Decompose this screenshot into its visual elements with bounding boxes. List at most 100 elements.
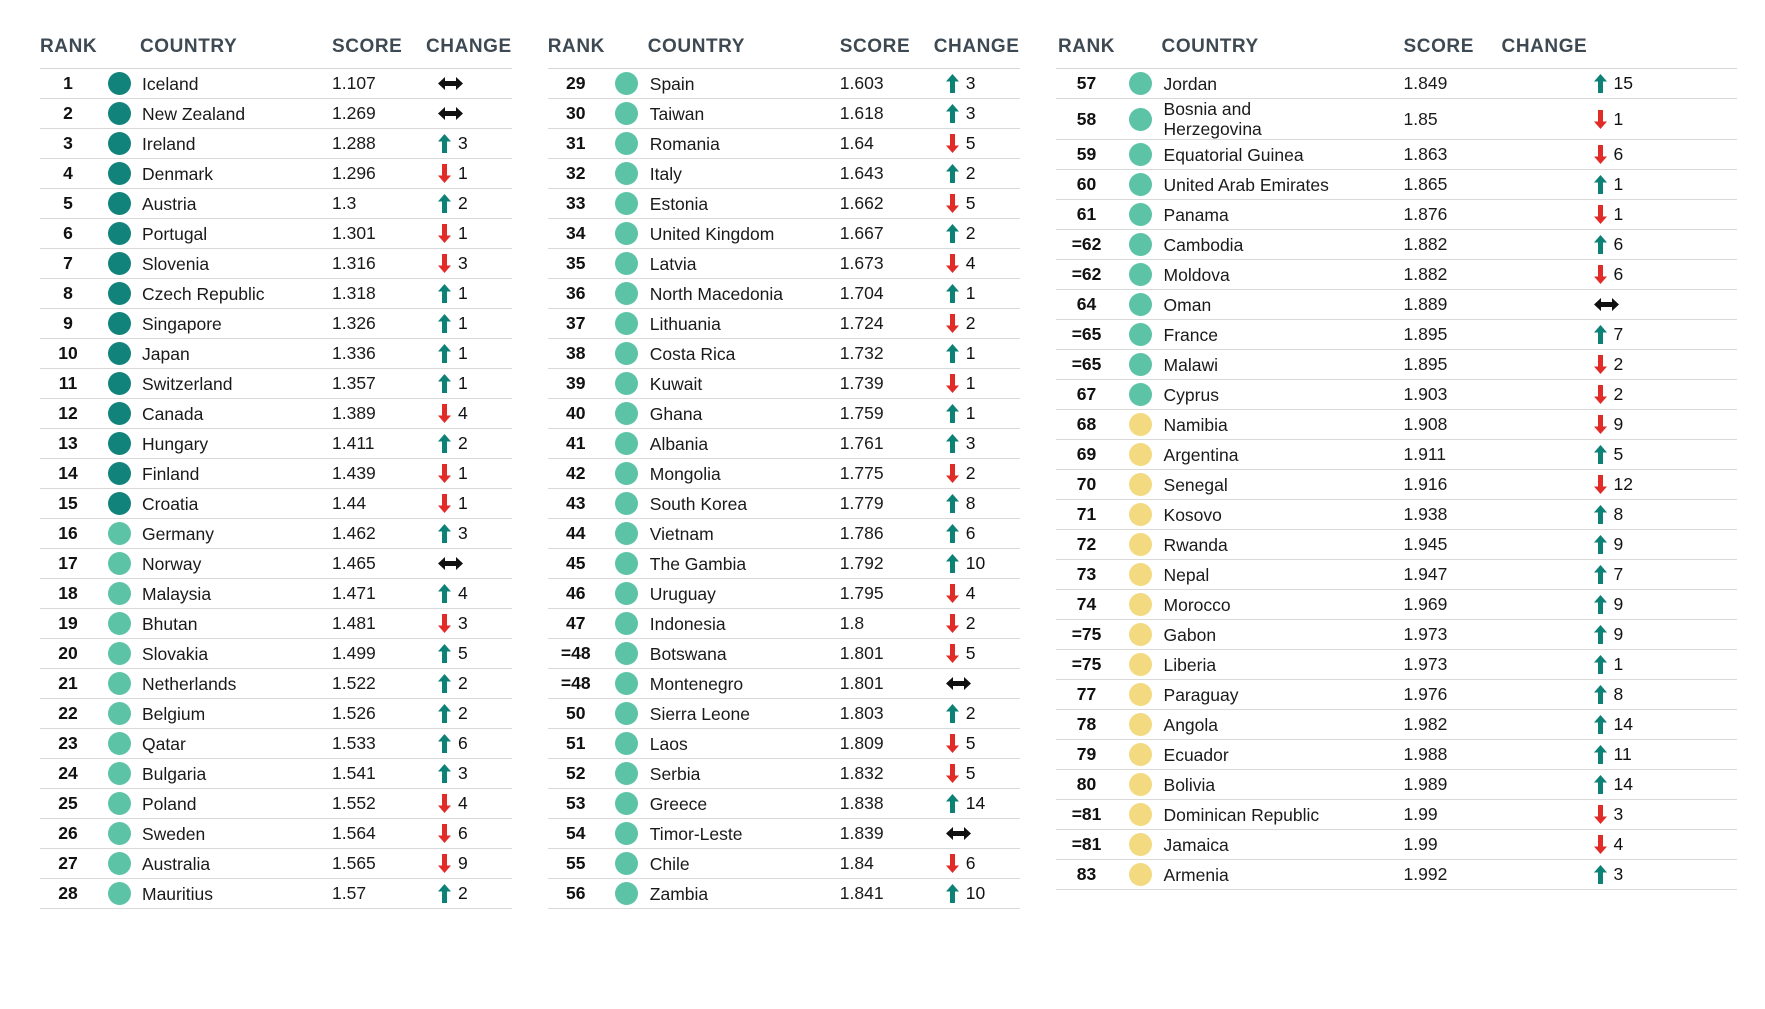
- table-row: 2 New Zealand 1.269: [40, 99, 512, 129]
- up-arrow-icon: [1593, 235, 1607, 254]
- country-name: Oman: [1163, 294, 1212, 315]
- dot-cell: [604, 582, 650, 605]
- column-header-score: SCORE: [332, 36, 403, 57]
- table-header-row: RANK COUNTRY SCORE CHANGE: [1055, 26, 1737, 69]
- down-arrow-icon: [945, 254, 959, 273]
- score-value: 1.739: [839, 373, 884, 393]
- dot-cell: [96, 312, 142, 335]
- up-arrow-icon: [1593, 535, 1607, 554]
- change-value: 1: [1613, 204, 1624, 224]
- down-arrow-icon: [945, 764, 959, 783]
- dot-cell: [604, 462, 650, 485]
- change-cell: 12: [1494, 474, 1737, 495]
- change-value: 9: [1613, 594, 1624, 614]
- score-tier-dot-icon: [107, 702, 131, 725]
- table-row: 43 South Korea 1.779 8: [547, 489, 1020, 519]
- up-arrow-icon: [945, 344, 959, 363]
- rank-value: 4: [63, 163, 73, 183]
- change-value: 3: [965, 73, 976, 93]
- change-cell: [1494, 298, 1737, 311]
- change-value: 3: [458, 523, 468, 543]
- score-value: 1.882: [1403, 264, 1448, 284]
- country-name: Hungary: [142, 433, 209, 454]
- rank-value: 2: [63, 103, 73, 123]
- country-name: Poland: [142, 793, 197, 814]
- score-value: 1.882: [1403, 234, 1448, 254]
- ranking-column-1: RANK COUNTRY SCORE CHANGE 1 Iceland 1.107 2…: [40, 26, 512, 909]
- dot-cell: [604, 522, 650, 545]
- rank-value: 60: [1076, 174, 1097, 194]
- table-row: 16 Germany 1.462 3: [40, 519, 512, 549]
- country-name: Australia: [142, 853, 211, 874]
- change-cell: 1: [1494, 204, 1737, 225]
- table-header-row: RANK COUNTRY SCORE CHANGE: [40, 26, 512, 69]
- score-value: 1.839: [839, 823, 884, 843]
- table-row: 21 Netherlands 1.522 2: [40, 669, 512, 699]
- up-arrow-icon: [945, 104, 959, 123]
- table-row: =65 Malawi 1.895 2: [1055, 350, 1737, 380]
- change-cell: 1: [418, 493, 512, 514]
- change-value: 2: [1613, 384, 1624, 404]
- dot-cell: [1118, 323, 1164, 346]
- score-value: 1.889: [1403, 294, 1448, 314]
- rank-value: 50: [566, 703, 586, 723]
- change-cell: 4: [418, 403, 512, 424]
- score-tier-dot-icon: [615, 222, 639, 245]
- change-value: 7: [1613, 564, 1624, 584]
- change-value: 2: [965, 613, 976, 633]
- score-value: 1.465: [332, 553, 376, 573]
- dot-cell: [1118, 107, 1164, 131]
- score-tier-dot-icon: [107, 312, 131, 335]
- country-name: Qatar: [142, 733, 186, 754]
- score-value: 1.526: [332, 703, 376, 723]
- score-value: 1.603: [839, 73, 884, 93]
- score-tier-dot-icon: [1129, 623, 1153, 646]
- rank-value: 37: [566, 313, 586, 333]
- country-name: Sierra Leone: [649, 703, 750, 724]
- change-value: 2: [965, 223, 976, 243]
- down-arrow-icon: [438, 494, 451, 513]
- rank-value: =62: [1071, 234, 1102, 254]
- score-value: 1.801: [839, 643, 884, 663]
- rank-value: 42: [566, 463, 586, 483]
- table-row: 79 Ecuador 1.988 11: [1055, 740, 1737, 770]
- country-name: Jamaica: [1163, 834, 1229, 855]
- change-value: 7: [1613, 324, 1624, 344]
- change-value: 12: [1613, 474, 1633, 494]
- table-row: 1 Iceland 1.107: [40, 69, 512, 99]
- rank-value: 13: [58, 433, 78, 453]
- country-name: Kuwait: [649, 373, 703, 394]
- score-value: 1.318: [332, 283, 376, 303]
- dot-cell: [604, 702, 650, 725]
- rank-value: 69: [1076, 444, 1097, 464]
- change-cell: 1: [1494, 654, 1737, 675]
- change-value: 2: [458, 703, 468, 723]
- up-arrow-icon: [438, 284, 451, 303]
- change-value: 3: [1613, 864, 1624, 884]
- dot-cell: [96, 612, 142, 635]
- score-value: 1.976: [1403, 684, 1448, 704]
- dot-cell: [604, 732, 650, 755]
- country-name: Timor-Leste: [649, 823, 743, 844]
- country-name: South Korea: [649, 493, 748, 514]
- score-tier-dot-icon: [1129, 443, 1153, 466]
- change-cell: 3: [418, 763, 512, 784]
- score-value: 1.903: [1403, 384, 1448, 404]
- up-arrow-icon: [945, 284, 959, 303]
- rank-value: 54: [566, 823, 586, 843]
- rank-value: 55: [566, 853, 586, 873]
- score-value: 1.565: [332, 853, 376, 873]
- country-name: Bhutan: [142, 613, 198, 634]
- change-value: 1: [1613, 654, 1624, 674]
- rank-value: =75: [1071, 624, 1102, 644]
- score-tier-dot-icon: [615, 552, 639, 575]
- up-arrow-icon: [438, 194, 451, 213]
- dot-cell: [604, 342, 650, 365]
- change-value: 1: [1613, 174, 1624, 194]
- score-value: 1.724: [839, 313, 884, 333]
- change-value: 5: [965, 133, 976, 153]
- down-arrow-icon: [945, 614, 959, 633]
- country-name: United Arab Emirates: [1163, 174, 1329, 195]
- country-name: Japan: [142, 343, 190, 364]
- score-value: 1.533: [332, 733, 376, 753]
